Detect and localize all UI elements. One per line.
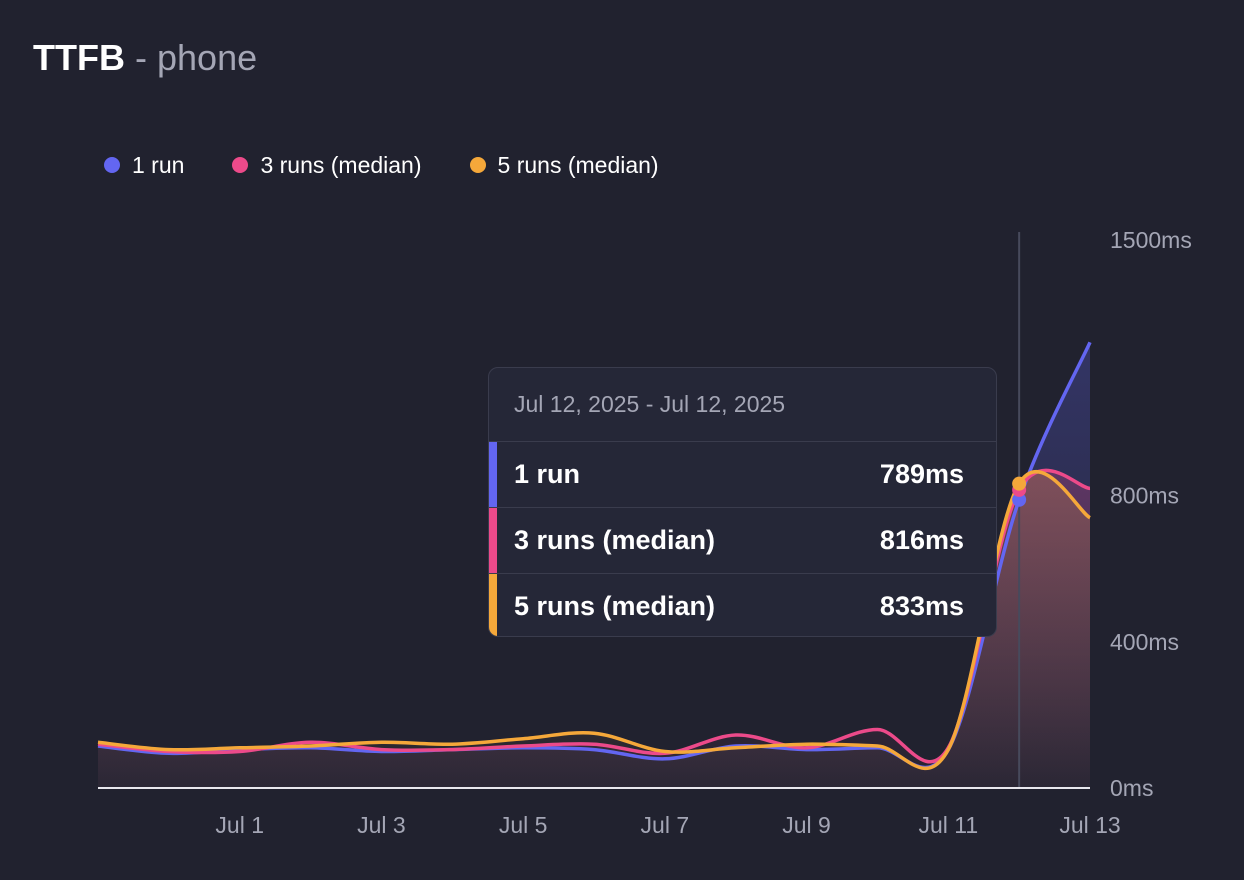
x-tick-label: Jul 3 xyxy=(357,812,406,838)
y-tick-label: 400ms xyxy=(1110,629,1179,655)
y-tick-label: 800ms xyxy=(1110,483,1179,509)
legend-label: 1 run xyxy=(132,152,185,178)
tooltip-row-1-run: 1 run 789ms xyxy=(489,442,996,508)
legend: 1 run 3 runs (median) 5 runs (median) xyxy=(104,150,659,180)
title-separator: - xyxy=(134,37,147,78)
tooltip-row-3-runs: 3 runs (median) 816ms xyxy=(489,508,996,574)
tooltip-series-value: 833ms xyxy=(879,591,964,621)
tooltip-row-5-runs: 5 runs (median) 833ms xyxy=(489,574,996,636)
series-color-bar xyxy=(489,442,497,507)
x-tick-label: Jul 13 xyxy=(1059,812,1120,838)
legend-item-5-runs[interactable]: 5 runs (median) xyxy=(469,150,659,180)
active-point[interactable] xyxy=(1012,492,1027,507)
active-point[interactable] xyxy=(1012,476,1027,491)
legend-dot-icon xyxy=(469,157,486,173)
x-tick-label: Jul 9 xyxy=(782,812,831,838)
y-tick-label: 0ms xyxy=(1110,775,1153,801)
legend-label: 3 runs (median) xyxy=(260,152,422,178)
tooltip-date-range: Jul 12, 2025 - Jul 12, 2025 xyxy=(489,368,996,442)
legend-dot-icon xyxy=(232,157,249,173)
x-tick-label: Jul 5 xyxy=(499,812,548,838)
tooltip-series-value: 789ms xyxy=(879,459,964,489)
legend-item-1-run[interactable]: 1 run xyxy=(104,150,184,180)
legend-dot-icon xyxy=(104,157,120,173)
tooltip-series-name: 1 run xyxy=(514,459,581,489)
chart-title: TTFB - phone xyxy=(33,36,257,80)
series-color-bar xyxy=(489,574,497,636)
x-tick-label: Jul 7 xyxy=(641,812,690,838)
series-line[interactable] xyxy=(97,470,1092,771)
series-color-bar xyxy=(489,508,497,573)
series-area xyxy=(98,471,1090,788)
tooltip-series-value: 816ms xyxy=(879,525,964,555)
tooltip-series-name: 5 runs (median) xyxy=(514,591,716,621)
metric-name: TTFB xyxy=(33,37,125,78)
legend-item-3-runs[interactable]: 3 runs (median) xyxy=(232,150,422,180)
y-tick-label: 1500ms xyxy=(1110,227,1192,253)
x-tick-label: Jul 1 xyxy=(215,812,264,838)
legend-label: 5 runs (median) xyxy=(497,152,659,178)
device-name: phone xyxy=(157,37,258,78)
x-tick-label: Jul 11 xyxy=(918,812,978,838)
tooltip-series-name: 3 runs (median) xyxy=(514,525,716,555)
chart-tooltip: Jul 12, 2025 - Jul 12, 2025 1 run 789ms … xyxy=(488,367,997,637)
